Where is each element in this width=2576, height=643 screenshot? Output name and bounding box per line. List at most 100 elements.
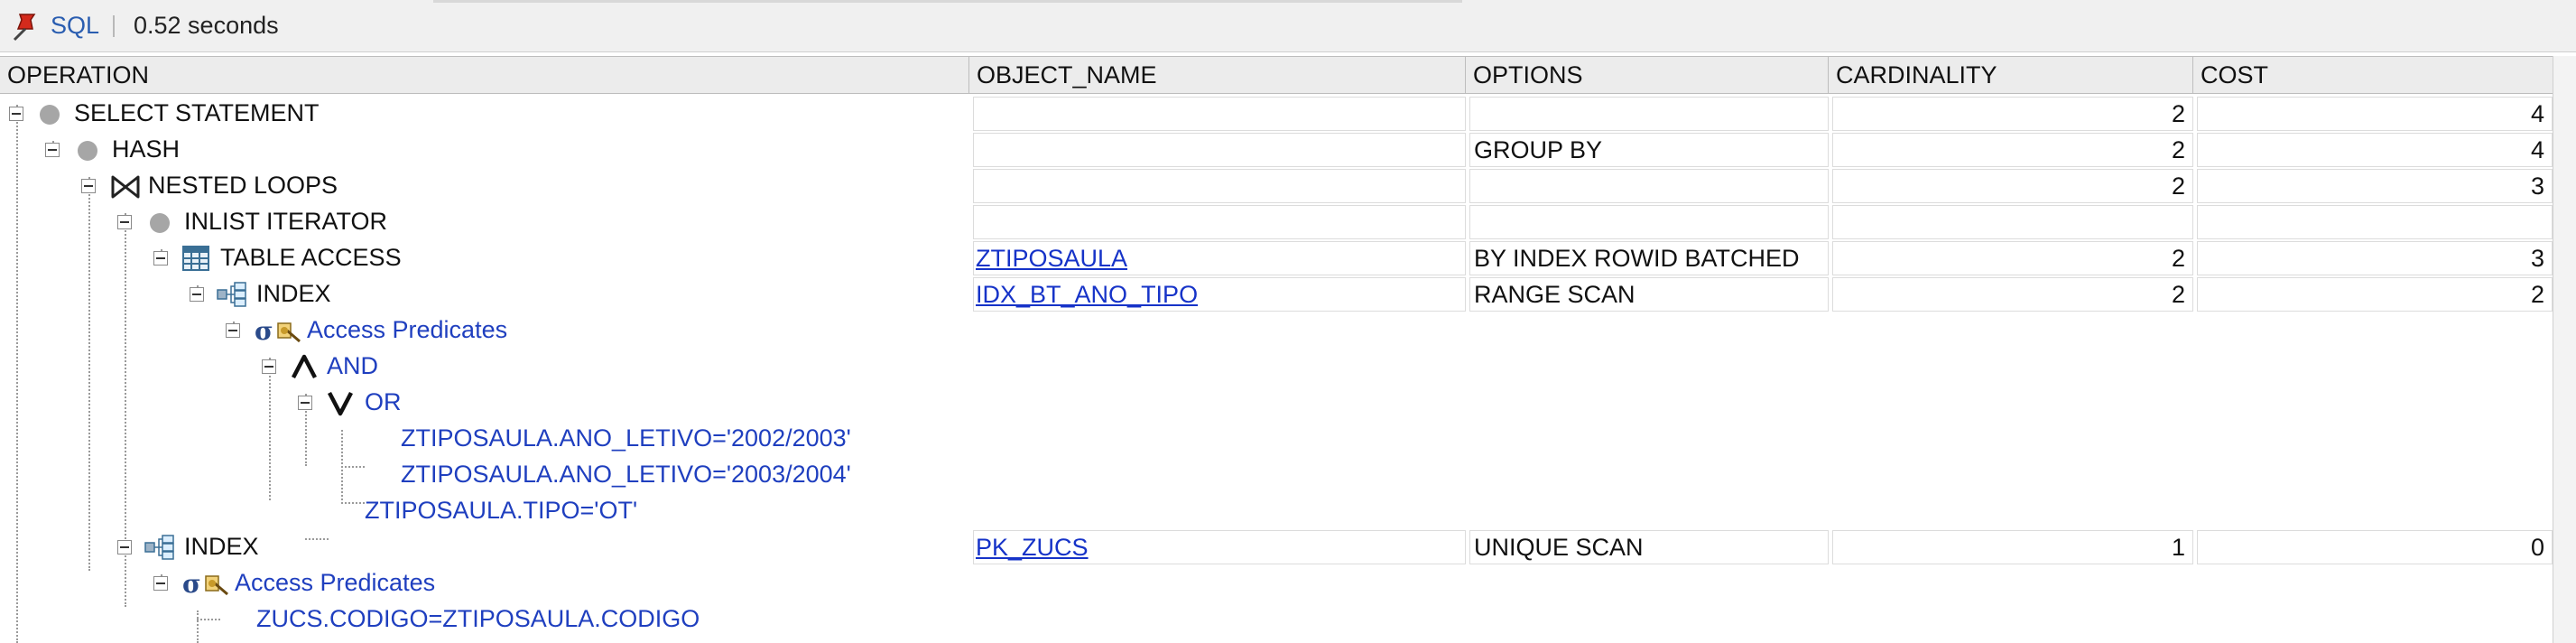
cardinality-cell: 2 bbox=[1832, 97, 2193, 131]
tree-guide-line bbox=[341, 502, 365, 504]
operation-label: SELECT STATEMENT bbox=[74, 99, 320, 126]
cost-value: 4 bbox=[2530, 136, 2544, 163]
options-value: BY INDEX ROWID BATCHED bbox=[1474, 245, 1800, 272]
tree-guide-line bbox=[269, 358, 271, 500]
options-cell: RANGE SCAN bbox=[1469, 277, 1829, 312]
collapse-toggle[interactable] bbox=[298, 396, 312, 410]
object-name-cell: PK_ZUCS bbox=[973, 530, 1466, 564]
collapse-toggle[interactable] bbox=[262, 359, 276, 374]
cardinality-value: 2 bbox=[2171, 281, 2185, 308]
column-header-operation[interactable]: OPERATION bbox=[0, 57, 969, 93]
operation-label: NESTED LOOPS bbox=[148, 172, 338, 199]
circle-icon bbox=[40, 105, 60, 125]
and-icon bbox=[292, 354, 317, 379]
operation-label: INDEX bbox=[184, 533, 259, 560]
toolbar-separator bbox=[113, 15, 115, 37]
circle-icon bbox=[78, 141, 97, 161]
tree-guide-line bbox=[125, 213, 126, 607]
cost-value: 0 bbox=[2530, 534, 2544, 561]
predicate-label: Access Predicates bbox=[307, 316, 508, 343]
operation-label: INLIST ITERATOR bbox=[184, 208, 388, 235]
cost-value: 2 bbox=[2530, 281, 2544, 308]
tree-guide-line bbox=[197, 619, 220, 620]
options-cell: BY INDEX ROWID BATCHED bbox=[1469, 241, 1829, 275]
pushpin-icon[interactable] bbox=[7, 11, 43, 42]
collapse-toggle[interactable] bbox=[45, 143, 60, 157]
cardinality-value: 2 bbox=[2171, 172, 2185, 200]
collapse-toggle[interactable] bbox=[226, 323, 240, 338]
column-header-cardinality[interactable]: CARDINALITY bbox=[1829, 57, 2193, 93]
collapse-toggle[interactable] bbox=[153, 251, 168, 266]
predicate-label: AND bbox=[327, 352, 379, 379]
cost-cell: 3 bbox=[2197, 169, 2553, 203]
collapse-toggle[interactable] bbox=[190, 287, 204, 302]
object-name-cell: IDX_BT_ANO_TIPO bbox=[973, 277, 1466, 312]
cost-cell: 4 bbox=[2197, 133, 2553, 167]
options-value: UNIQUE SCAN bbox=[1474, 534, 1644, 561]
column-header-cost[interactable]: COST bbox=[2201, 61, 2269, 89]
predicate-expression: ZTIPOSAULA.ANO_LETIVO='2002/2003' bbox=[401, 424, 851, 452]
cardinality-cell: 2 bbox=[1832, 133, 2193, 167]
options-value: GROUP BY bbox=[1474, 136, 1603, 163]
column-header-row: OPERATION OBJECT_NAME OPTIONS CARDINALIT… bbox=[0, 56, 2553, 94]
bowtie-icon bbox=[111, 175, 140, 199]
predicate-expression: ZUCS.CODIGO=ZTIPOSAULA.CODIGO bbox=[256, 605, 700, 632]
cost-value: 4 bbox=[2530, 100, 2544, 127]
predicate-label: Access Predicates bbox=[235, 569, 436, 596]
tree-guide-line bbox=[16, 105, 18, 643]
results-toolbar: SQL 0.52 seconds bbox=[0, 0, 2576, 52]
cardinality-cell bbox=[1832, 205, 2193, 239]
index-icon bbox=[144, 535, 174, 560]
collapse-toggle[interactable] bbox=[153, 576, 168, 591]
elapsed-time: 0.52 seconds bbox=[134, 12, 279, 39]
options-cell bbox=[1469, 97, 1829, 131]
collapse-toggle[interactable] bbox=[117, 540, 132, 554]
cost-cell: 2 bbox=[2197, 277, 2553, 312]
cardinality-value: 1 bbox=[2171, 534, 2185, 561]
object-name-link[interactable]: PK_ZUCS bbox=[976, 534, 1089, 561]
collapse-toggle[interactable] bbox=[81, 179, 96, 193]
object-name-link[interactable]: IDX_BT_ANO_TIPO bbox=[976, 281, 1199, 308]
cardinality-cell: 2 bbox=[1832, 241, 2193, 275]
tab-strip-edge bbox=[433, 0, 1462, 3]
table-icon bbox=[182, 246, 209, 271]
collapse-toggle[interactable] bbox=[117, 215, 132, 229]
predicate-expression: ZTIPOSAULA.TIPO='OT' bbox=[365, 497, 638, 524]
operation-label: HASH bbox=[112, 135, 181, 163]
filter-icon: σ bbox=[255, 318, 301, 343]
cost-cell bbox=[2197, 205, 2553, 239]
cardinality-cell: 1 bbox=[1832, 530, 2193, 564]
circle-icon bbox=[150, 213, 170, 233]
cardinality-value: 2 bbox=[2171, 245, 2185, 272]
object-name-cell: ZTIPOSAULA bbox=[973, 241, 1466, 275]
cardinality-cell: 2 bbox=[1832, 277, 2193, 312]
options-cell bbox=[1469, 169, 1829, 203]
tree-guide-line bbox=[197, 610, 199, 643]
tree-guide-line bbox=[341, 466, 365, 468]
options-value: RANGE SCAN bbox=[1474, 281, 1635, 308]
filter-icon: σ bbox=[182, 571, 228, 596]
options-cell: GROUP BY bbox=[1469, 133, 1829, 167]
cost-value: 3 bbox=[2530, 172, 2544, 200]
object-name-cell bbox=[973, 205, 1466, 239]
svg-text:σ: σ bbox=[255, 318, 273, 343]
cost-value: 3 bbox=[2530, 245, 2544, 272]
tree-guide-line bbox=[305, 394, 307, 466]
column-header-options[interactable]: OPTIONS bbox=[1466, 57, 1829, 93]
cost-cell: 4 bbox=[2197, 97, 2553, 131]
svg-text:σ: σ bbox=[182, 571, 201, 596]
options-cell bbox=[1469, 205, 1829, 239]
object-name-link[interactable]: ZTIPOSAULA bbox=[976, 245, 1128, 272]
tree-guide-line bbox=[88, 177, 90, 571]
cardinality-cell: 2 bbox=[1832, 169, 2193, 203]
predicate-expression: ZTIPOSAULA.ANO_LETIVO='2003/2004' bbox=[401, 461, 851, 488]
object-name-cell bbox=[973, 169, 1466, 203]
or-icon bbox=[328, 391, 353, 416]
column-header-object-name[interactable]: OBJECT_NAME bbox=[969, 57, 1466, 93]
operation-label: INDEX bbox=[256, 280, 331, 307]
collapse-toggle[interactable] bbox=[9, 107, 23, 121]
sql-tab-label[interactable]: SQL bbox=[51, 12, 100, 39]
cardinality-value: 2 bbox=[2171, 100, 2185, 127]
vertical-scrollbar[interactable] bbox=[2553, 56, 2576, 643]
operation-label: TABLE ACCESS bbox=[220, 244, 402, 271]
